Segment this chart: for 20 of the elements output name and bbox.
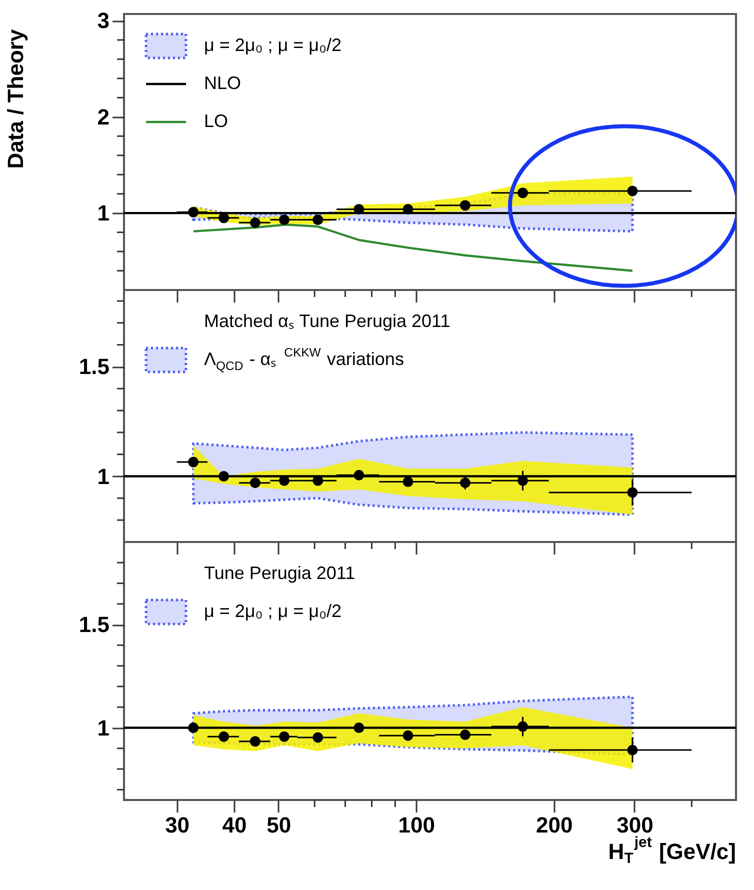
y-tick-label: 1.5 — [78, 354, 110, 380]
legend-label: NLO — [204, 73, 242, 93]
y-tick-label: 2 — [97, 104, 110, 130]
y-axis-title: Data / Theory — [3, 28, 28, 169]
annotation: Matched αₛ Tune Perugia 2011 — [204, 311, 450, 331]
x-tick-label: 300 — [616, 812, 654, 838]
x-tick-label: 100 — [398, 812, 435, 838]
y-tick-label: 3 — [97, 8, 110, 34]
y-tick-label: 1 — [97, 464, 110, 489]
x-tick-label: 200 — [536, 812, 573, 838]
annotation: Tune Perugia 2011 — [204, 563, 356, 583]
legend-label: μ = 2μ₀ ; μ = μ₀/2 — [204, 35, 342, 55]
legend-label: LO — [204, 111, 228, 131]
y-tick-label: 1 — [97, 715, 110, 740]
y-tick-label: 1.5 — [78, 612, 110, 638]
x-tick-label: 40 — [222, 812, 247, 838]
x-tick-label: 30 — [165, 812, 190, 838]
legend-label: μ = 2μ₀ ; μ = μ₀/2 — [204, 601, 342, 621]
y-tick-label: 1 — [97, 200, 110, 226]
x-tick-label: 50 — [266, 812, 292, 838]
